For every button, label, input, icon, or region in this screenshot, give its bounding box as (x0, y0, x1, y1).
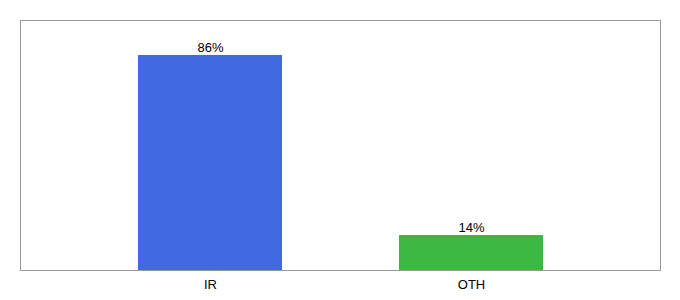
svg-text:14%: 14% (458, 220, 484, 235)
svg-text:IR: IR (204, 277, 217, 292)
svg-text:86%: 86% (197, 40, 223, 55)
svg-text:OTH: OTH (458, 277, 485, 292)
